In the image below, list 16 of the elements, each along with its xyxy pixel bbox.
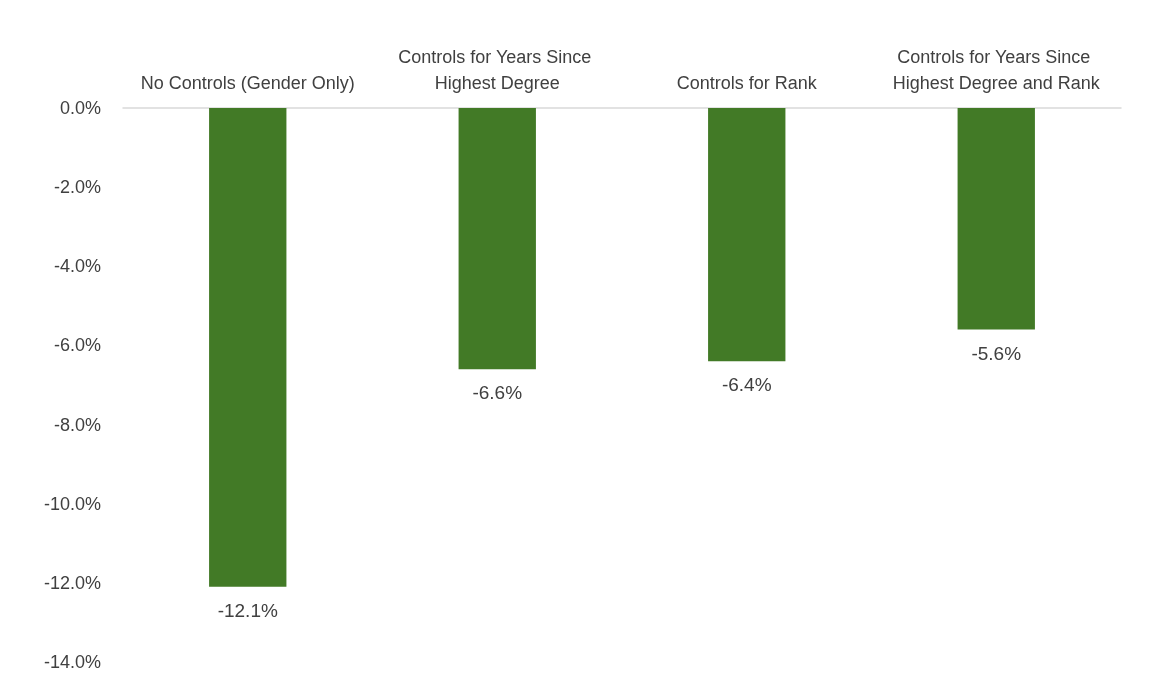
data-label: -5.6% <box>971 342 1022 364</box>
x-tick-label: Controls for Years Since Highest Degree and Rank <box>892 47 1101 93</box>
y-tick-label: -8.0% <box>53 414 101 435</box>
x-tick-label: Controls for Rank <box>676 73 818 93</box>
y-tick-label: 0.0% <box>59 98 101 118</box>
data-label: -12.1% <box>217 599 278 621</box>
data-label: -6.4% <box>721 374 772 396</box>
x-tick-label: Controls for Years Since Highest Degree <box>398 47 597 93</box>
x-tick-label: No Controls (Gender Only) <box>140 73 355 93</box>
y-tick-label: -6.0% <box>53 335 101 356</box>
y-tick-label: -12.0% <box>43 572 101 593</box>
data-label: -6.6% <box>472 382 523 404</box>
y-tick-label: -14.0% <box>43 652 101 672</box>
y-tick-label: -4.0% <box>53 256 101 277</box>
y-tick-label: -2.0% <box>53 177 101 198</box>
y-tick-label: -10.0% <box>43 493 101 514</box>
